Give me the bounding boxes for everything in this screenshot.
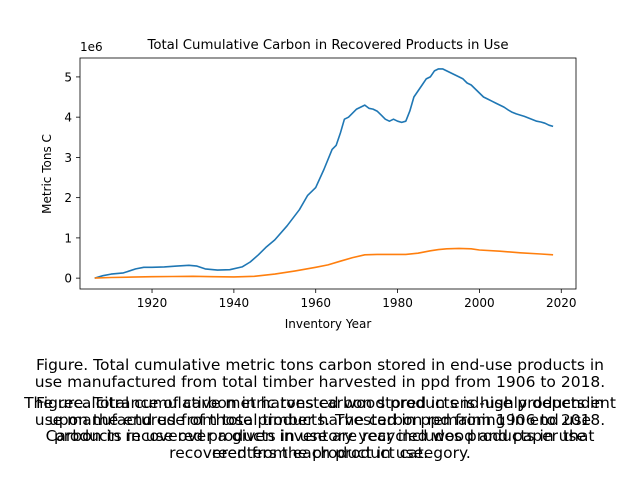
x-tick-label: 2020 — [546, 296, 577, 310]
series-line-2 — [94, 247, 554, 279]
x-axis: 1920 1940 1960 1980 2000 2020 — [137, 289, 577, 310]
series-line-1 — [94, 68, 554, 279]
y-tick-label: 4 — [64, 111, 72, 125]
figure-caption-overlap: The recalcitrance of carbon in harvested… — [0, 395, 640, 465]
x-tick-label: 2000 — [464, 296, 495, 310]
x-axis-label: Inventory Year — [285, 317, 372, 331]
y-tick-label: 3 — [64, 151, 72, 165]
plot-lines — [94, 68, 554, 279]
y-scale-label: 1e6 — [80, 40, 103, 54]
x-tick-label: 1920 — [137, 296, 168, 310]
y-axis: 0 1 2 3 4 5 — [64, 70, 80, 286]
caption-overlap-text-a: The recalcitrance of carbon in harvested… — [24, 394, 616, 462]
y-tick-label: 1 — [64, 231, 72, 245]
x-tick-label: 1980 — [382, 296, 413, 310]
x-tick-label: 1940 — [219, 296, 250, 310]
chart-title: Total Cumulative Carbon in Recovered Pro… — [146, 38, 508, 53]
caption-overlap-text-b: Figure. Total cumulative metric tons car… — [34, 394, 606, 462]
y-tick-label: 0 — [64, 272, 72, 286]
y-tick-label: 5 — [64, 70, 72, 84]
y-tick-label: 2 — [64, 191, 72, 205]
figure-caption: Figure. Total cumulative metric tons car… — [34, 356, 606, 391]
plot-frame — [79, 57, 577, 290]
x-tick-label: 1960 — [300, 296, 331, 310]
y-axis-label: Metric Tons C — [40, 134, 54, 214]
